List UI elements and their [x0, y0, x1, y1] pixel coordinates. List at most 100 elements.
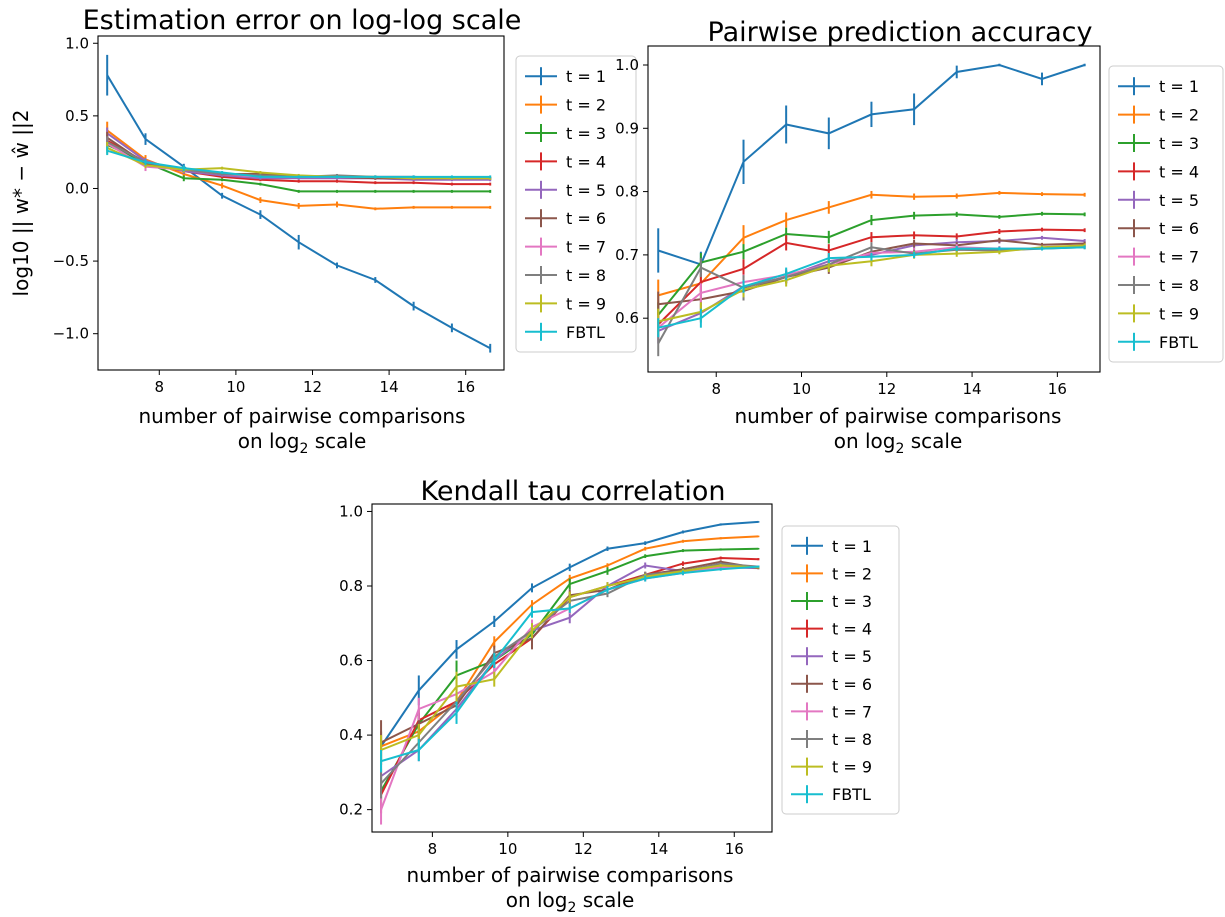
- y-tick-label: 0.8: [339, 577, 363, 595]
- legend-item: FBTL: [525, 322, 605, 342]
- legend-label: t = 2: [832, 564, 872, 583]
- legend-item: t = 6: [525, 209, 606, 228]
- legend-item: t = 3: [525, 124, 606, 143]
- x-tick-label: 8: [711, 380, 721, 398]
- x-tick-label: 16: [725, 840, 744, 858]
- x-tick-label: 12: [303, 378, 322, 396]
- legend-label: t = 1: [832, 537, 872, 556]
- legend-item: t = 8: [791, 730, 872, 749]
- legend: t = 1 t = 2 t = 3 t = 4 t = 5 t = 6 t = 7 t = 8…: [1108, 65, 1224, 363]
- y-tick-label: −1.0: [53, 325, 89, 343]
- legend-label: t = 3: [566, 124, 606, 143]
- legend-item: t = 3: [1118, 134, 1199, 153]
- legend-label: t = 7: [832, 702, 872, 721]
- series-line: [380, 520, 759, 747]
- legend-item: t = 4: [791, 619, 872, 639]
- x-tick-label: 14: [649, 840, 668, 858]
- axes-frame: [647, 45, 1101, 373]
- y-tick-label: −0.5: [53, 252, 89, 270]
- x-axis-label-line2: on log2 scale: [506, 888, 635, 916]
- series-line: [106, 141, 491, 180]
- y-tick-label: 1.0: [615, 56, 639, 74]
- y-tick-label: 1.0: [339, 502, 363, 520]
- legend-item: t = 3: [791, 592, 872, 611]
- series-line: [106, 136, 491, 180]
- legend-item: t = 2: [525, 95, 606, 115]
- y-tick-label: 0.9: [615, 119, 639, 137]
- series-7: [106, 137, 492, 180]
- legend-label: t = 8: [832, 730, 872, 749]
- y-tick-label: 0.0: [65, 179, 89, 197]
- axes-frame: [97, 35, 505, 371]
- x-axis-label-line2: on log2 scale: [238, 429, 367, 457]
- legend-item: t = 2: [1118, 105, 1199, 125]
- x-tick-label: 10: [498, 840, 517, 858]
- x-tick-label: 16: [456, 378, 475, 396]
- chart-2: Pairwise prediction accuracy 8 10 12 14 16 0.6…: [615, 17, 1224, 457]
- x-axis-label: number of pairwise comparisons: [407, 863, 734, 887]
- legend-item: t = 8: [1118, 276, 1199, 295]
- x-axis-label: number of pairwise comparisons: [735, 404, 1062, 428]
- legend-item: t = 4: [1118, 162, 1199, 181]
- legend-frame: [781, 525, 900, 815]
- legend-label: t = 5: [832, 647, 872, 666]
- legend-label: t = 1: [1159, 77, 1199, 96]
- series-5: [106, 127, 492, 182]
- x-tick-label: 16: [1048, 380, 1067, 398]
- legend-label: FBTL: [832, 785, 871, 804]
- legend-item: t = 8: [525, 266, 606, 285]
- legend-item: t = 9: [1118, 304, 1199, 323]
- legend-item: t = 5: [791, 647, 872, 666]
- legend-label: t = 6: [1159, 219, 1199, 238]
- axes-frame: [371, 503, 773, 833]
- y-tick-label: 1.0: [65, 34, 89, 52]
- legend-label: t = 4: [1159, 162, 1199, 181]
- legend-item: t = 4: [525, 152, 606, 171]
- legend-item: FBTL: [791, 785, 871, 804]
- series-6: [380, 560, 760, 765]
- legend-item: t = 9: [791, 757, 872, 777]
- legend-label: t = 8: [1159, 276, 1199, 295]
- legend-item: FBTL: [1118, 332, 1198, 352]
- legend-label: t = 9: [566, 294, 606, 313]
- series-1: [657, 63, 1086, 278]
- series-line: [106, 142, 491, 180]
- legend-item: t = 1: [791, 536, 872, 556]
- series-line: [106, 132, 491, 181]
- series-10: [657, 245, 1086, 338]
- legend-label: t = 3: [1159, 134, 1199, 153]
- y-tick-label: 0.7: [615, 246, 639, 264]
- legend-label: t = 2: [1159, 106, 1199, 125]
- x-axis-label-line2: on log2 scale: [834, 429, 963, 457]
- legend-item: t = 1: [1118, 77, 1199, 96]
- legend-item: t = 7: [1118, 247, 1199, 267]
- chart-title: Estimation error on log-log scale: [83, 5, 522, 36]
- legend-item: t = 5: [525, 180, 606, 200]
- legend-item: t = 6: [1118, 219, 1199, 238]
- chart-title: Kendall tau correlation: [420, 476, 725, 507]
- legend-label: t = 5: [566, 181, 606, 200]
- legend-label: t = 6: [566, 209, 606, 228]
- legend-label: FBTL: [566, 323, 605, 342]
- series-8: [106, 136, 492, 180]
- legend-label: t = 4: [566, 152, 606, 171]
- chart-title: Pairwise prediction accuracy: [708, 17, 1093, 48]
- legend-label: t = 9: [1159, 304, 1199, 323]
- y-tick-label: 0.8: [615, 183, 639, 201]
- x-tick-label: 12: [877, 380, 896, 398]
- series-line: [106, 74, 491, 350]
- legend-label: t = 9: [832, 758, 872, 777]
- legend-label: t = 5: [1159, 191, 1199, 210]
- legend-label: FBTL: [1159, 333, 1198, 352]
- legend-item: t = 1: [525, 67, 606, 86]
- legend-label: t = 7: [566, 238, 606, 257]
- y-tick-label: 0.4: [339, 726, 363, 744]
- legend-item: t = 6: [791, 674, 872, 694]
- legend-label: t = 1: [566, 67, 606, 86]
- series-line: [106, 149, 491, 178]
- legend-item: t = 7: [791, 702, 872, 721]
- y-tick-label: 0.2: [339, 801, 363, 819]
- x-tick-label: 14: [380, 378, 399, 396]
- legend-label: t = 3: [832, 592, 872, 611]
